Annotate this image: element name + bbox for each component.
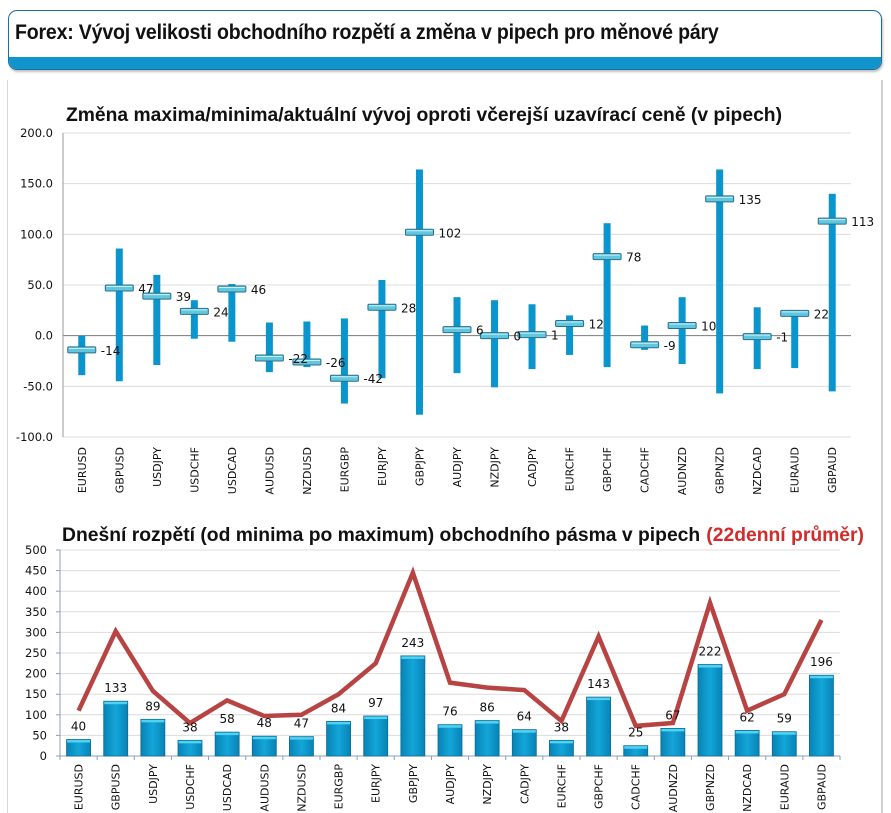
data-label: -42: [363, 372, 383, 386]
range-bar: [491, 300, 499, 388]
x-category-label: GBPNZD: [714, 447, 727, 494]
range-bar: [678, 297, 686, 365]
data-label: 24: [213, 305, 228, 319]
current-marker: [742, 333, 772, 341]
data-label: 1: [551, 329, 559, 343]
data-label: 39: [176, 290, 191, 304]
x-category-label: USDJPY: [151, 447, 164, 487]
range-bar: [716, 169, 724, 394]
y-tick-label: 200.0: [20, 126, 53, 140]
data-label: 47: [138, 282, 153, 296]
x-category-label: EURAUD: [789, 447, 802, 493]
y-tick-label: 100.0: [20, 227, 53, 241]
current-marker: [517, 331, 547, 339]
range-change-chart: Změna maxima/minima/aktuální vývoj oprot…: [16, 105, 874, 495]
range-bar: [190, 300, 198, 339]
range-bar: [453, 297, 461, 374]
x-category-label: AUDNZD: [676, 447, 689, 495]
current-marker: [630, 341, 660, 349]
current-marker: [254, 354, 284, 362]
data-label: -14: [101, 344, 121, 358]
range-bar: [228, 283, 236, 342]
data-label: 102: [438, 226, 461, 240]
header-accent-band: [9, 57, 881, 69]
data-label: 12: [589, 318, 604, 332]
current-marker: [404, 228, 434, 236]
data-label: 135: [739, 193, 762, 207]
x-category-label: USDCHF: [188, 447, 201, 493]
x-category-label: EURUSD: [76, 447, 89, 493]
current-marker: [67, 346, 97, 354]
data-label: 113: [851, 215, 874, 229]
y-tick-label: 0.0: [35, 329, 53, 343]
current-marker: [367, 303, 397, 311]
chart1-title: Změna maxima/minima/aktuální vývoj oprot…: [66, 105, 782, 126]
range-bar: [340, 318, 348, 404]
x-category-label: CADJPY: [526, 447, 539, 487]
x-category-label: NZDJPY: [489, 447, 502, 488]
x-category-label: EURCHF: [564, 447, 577, 491]
page-header: Forex: Vývoj velikosti obchodního rozpět…: [8, 10, 882, 70]
current-marker: [480, 332, 510, 340]
data-label: 46: [251, 283, 266, 297]
data-label: 0: [514, 330, 522, 344]
data-label: -9: [664, 339, 676, 353]
x-category-label: NZDCAD: [751, 447, 764, 495]
y-tick-label: -100.0: [16, 430, 53, 444]
data-label: -26: [326, 356, 346, 370]
x-category-label: GBPAUD: [826, 447, 839, 493]
x-category-label: GBPJPY: [413, 447, 426, 486]
range-bar: [378, 279, 386, 379]
current-marker: [179, 307, 209, 315]
current-marker: [667, 322, 697, 330]
data-label: 28: [401, 301, 416, 315]
current-marker: [217, 285, 247, 293]
data-label: -22: [288, 352, 308, 366]
range-bar: [828, 193, 836, 392]
current-marker: [780, 309, 810, 317]
current-marker: [817, 217, 847, 225]
data-label: -1: [776, 331, 788, 345]
range-bar: [153, 274, 161, 366]
x-category-label: AUDUSD: [263, 447, 276, 495]
x-category-label: EURGBP: [338, 447, 351, 493]
range-bar: [115, 248, 123, 382]
data-label: 78: [626, 251, 641, 265]
y-tick-label: -50.0: [23, 379, 53, 393]
range-bar: [78, 335, 86, 376]
y-tick-label: 50.0: [27, 278, 53, 292]
y-tick-label: 150.0: [20, 177, 53, 191]
range-bar: [641, 325, 649, 350]
page-title: Forex: Vývoj velikosti obchodního rozpět…: [15, 21, 719, 44]
x-category-label: CADCHF: [639, 447, 652, 493]
x-category-label: GBPCHF: [601, 447, 614, 492]
x-category-label: GBPUSD: [113, 447, 126, 493]
range-bar: [303, 321, 311, 368]
current-marker: [555, 320, 585, 328]
current-marker: [442, 326, 472, 334]
range-bar: [415, 169, 423, 415]
current-marker: [705, 195, 735, 203]
data-label: 6: [476, 324, 484, 338]
x-category-label: USDCAD: [226, 447, 239, 494]
data-label: 10: [701, 320, 716, 334]
data-label: 22: [814, 307, 829, 321]
range-bar: [265, 322, 273, 373]
x-category-label: NZDUSD: [301, 447, 314, 495]
x-category-label: EURJPY: [376, 447, 389, 486]
current-marker: [329, 374, 359, 382]
current-marker: [104, 284, 134, 292]
range-bar: [603, 223, 611, 368]
current-marker: [592, 253, 622, 261]
range-bar: [566, 315, 574, 355]
x-category-label: AUDJPY: [451, 447, 464, 488]
charts-panel: [7, 80, 883, 813]
range-bar: [791, 311, 799, 369]
